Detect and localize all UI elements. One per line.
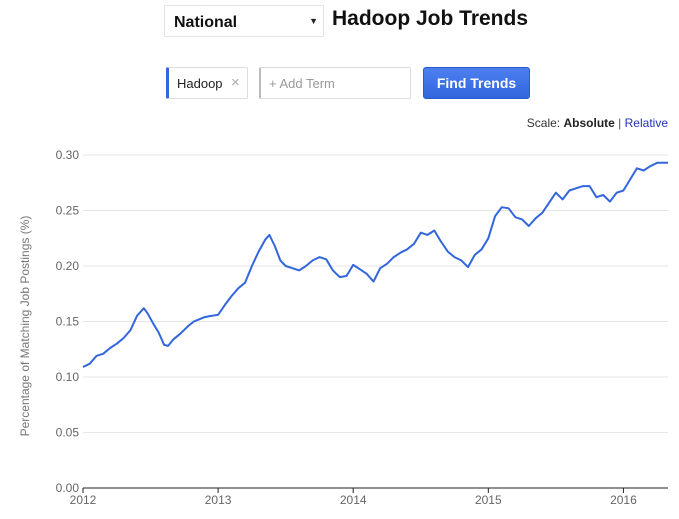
series-line-hadoop [82, 161, 668, 368]
y-tick-label: 0.15 [56, 315, 80, 329]
scale-selector: Scale: Absolute | Relative [527, 116, 668, 130]
y-tick-label: 0.30 [56, 148, 80, 162]
scale-label: Scale: [526, 116, 561, 130]
x-tick-label: 2015 [475, 493, 502, 507]
location-select[interactable]: National ▼ [164, 5, 324, 37]
x-tick-label: 2016 [610, 493, 637, 507]
y-axis-title: Percentage of Matching Job Postings (%) [18, 216, 32, 437]
location-select-value: National [174, 14, 238, 31]
remove-term-icon[interactable]: × [231, 74, 240, 91]
term-label: Hadoop [177, 76, 223, 91]
term-chip-hadoop: Hadoop × [166, 67, 248, 99]
y-tick-label: 0.10 [56, 370, 80, 384]
y-tick-label: 0.05 [56, 426, 80, 440]
x-tick-label: 2013 [205, 493, 232, 507]
x-tick-label: 2014 [340, 493, 367, 507]
add-term-input[interactable] [259, 67, 411, 99]
page-title: Hadoop Job Trends [332, 7, 529, 30]
y-tick-label: 0.00 [56, 481, 80, 495]
dropdown-arrow-icon: ▼ [309, 16, 318, 26]
scale-relative-link[interactable]: Relative [624, 116, 668, 130]
y-tick-label: 0.20 [56, 259, 80, 273]
scale-separator: | [618, 116, 622, 130]
scale-absolute-option[interactable]: Absolute [563, 116, 615, 130]
y-tick-label: 0.25 [56, 204, 80, 218]
x-tick-label: 2012 [70, 493, 97, 507]
find-trends-button[interactable]: Find Trends [423, 67, 530, 99]
